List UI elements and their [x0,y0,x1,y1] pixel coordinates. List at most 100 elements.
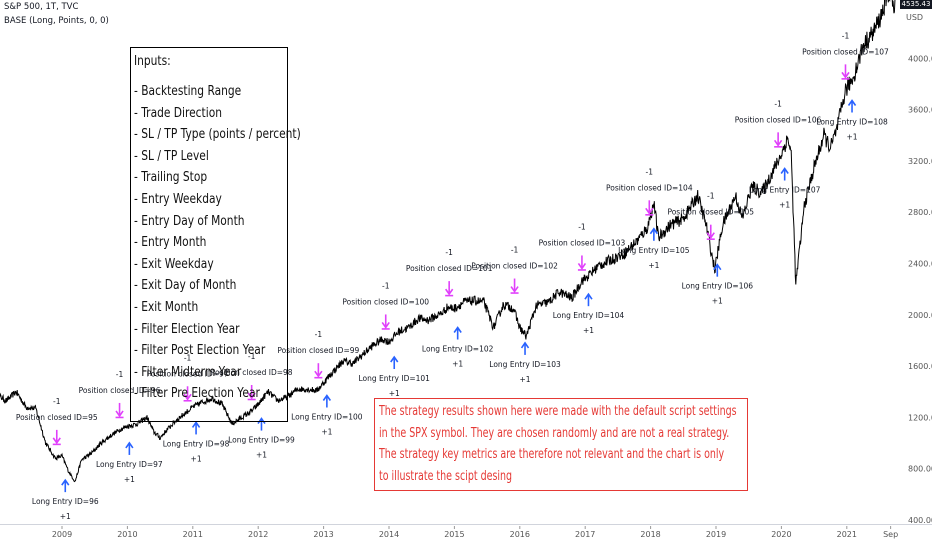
x-tick-label: 2012 [248,530,268,539]
exit-label: Position closed ID=97 [147,369,229,378]
entry-arrow-head [390,355,399,363]
x-tick-label: 2014 [379,530,399,539]
x-tick-label: 2017 [575,530,595,539]
entry-label: Long Entry ID=104 [553,311,625,320]
y-tick-label: 2400.00 [908,260,932,269]
exit-qty: -1 [116,370,124,379]
exit-arrow-head [706,232,715,240]
entry-arrow-head [520,341,530,349]
entry-label: Long Entry ID=100 [291,412,363,421]
exit-qty: -1 [53,397,61,406]
disclaimer-line: The strategy key metrics are therefore n… [379,447,725,462]
exit-arrow-head [52,437,61,445]
exit-label: Position closed ID=103 [539,238,626,247]
input-item: - Trade Direction [134,105,222,121]
entry-label: Long Entry ID=99 [228,436,295,445]
exit-arrow-head [773,139,783,147]
entry-qty: +1 [256,451,267,460]
entry-label: Long Entry ID=97 [96,460,163,469]
entry-qty: +1 [321,427,332,436]
input-item: - Entry Weekday [134,191,222,207]
y-tick-label: 800.00 [908,465,932,474]
input-item: - Filter Pre Election Year [134,386,260,402]
input-item: - Filter Post Election Year [134,343,266,359]
input-item: - Trailing Stop [134,170,208,186]
entry-label: Long Entry ID=107 [749,185,821,194]
x-tick-label: 2010 [117,530,137,539]
entry-qty: +1 [520,375,531,384]
exit-arrow-head [381,321,390,329]
exit-qty: -1 [315,330,323,339]
exit-arrow-head [247,392,256,400]
x-tick-label: 2009 [52,530,72,539]
entry-qty: +1 [583,326,594,335]
entry-qty: +1 [648,261,659,270]
exit-label: Position closed ID=104 [606,183,693,192]
exit-qty: -1 [511,246,519,255]
input-item: - Exit Weekday [134,256,214,272]
exit-label: Position closed ID=106 [735,115,822,124]
y-tick-label: 1600.00 [908,362,932,371]
input-item: - SL / TP Level [134,148,209,164]
input-item: - Backtesting Range [134,84,242,99]
input-item: - Filter Midterm Year [134,364,242,380]
inputs-title: Inputs: [134,54,171,69]
entry-arrow-head [847,99,857,106]
y-tick-label: 2800.00 [908,208,932,217]
inputs-list: - Backtesting Range - Trade Direction - SL… [134,81,301,405]
input-item: - SL / TP Type (points / percent) [134,127,301,143]
entry-qty: +1 [191,454,202,463]
entry-qty: +1 [452,360,463,369]
y-tick-label: 3200.00 [908,157,932,166]
input-item: - Filter Election Year [134,321,240,337]
price-series-line[interactable] [0,0,896,483]
exit-arrow-head [314,370,323,378]
y-tick-label: 4000.00 [908,54,932,63]
entry-qty: +1 [712,297,723,306]
x-tick-label: 2020 [771,530,791,539]
symbol-title[interactable]: S&P 500, 1T, TVC [4,2,79,12]
x-tick-label: 2016 [510,530,530,539]
disclaimer-box: The strategy results shown here were mad… [374,398,748,491]
entry-arrow-head [61,478,70,486]
exit-qty: -1 [774,99,782,108]
exit-qty: -1 [707,192,715,201]
indicator-title[interactable]: BASE (Long, Points, 0, 0) [4,16,109,26]
entry-arrow-head [649,227,659,235]
y-tick-label: 2000.00 [908,311,932,320]
last-price-badge: 4535.43 [900,0,932,9]
entry-arrow-head [453,326,462,333]
entry-label: Long Entry ID=105 [618,246,690,255]
x-tick-label: 2011 [183,530,203,539]
exit-label: Position closed ID=100 [342,297,429,306]
disclaimer-line: to illustrate the scipt desing [379,468,513,484]
entry-arrow-head [191,421,201,428]
exit-qty: -1 [445,248,453,257]
disclaimer-line: The strategy results shown here were mad… [379,404,737,419]
entry-label: Long Entry ID=101 [358,374,430,383]
input-item: - Exit Day of Month [134,278,237,294]
exit-label: Position closed ID=99 [277,346,359,355]
entry-qty: +1 [60,512,71,521]
x-tick-label: 2018 [640,530,660,539]
entry-arrow-head [584,292,593,300]
inputs-box: Inputs: - Backtesting Range - Trade Direc… [130,47,301,422]
exit-arrow-head [183,393,192,401]
entry-arrow-head [713,263,722,271]
x-tick-label: Sep [883,530,898,539]
y-tick-label: 400.00 [908,516,932,525]
exit-qty: -1 [382,281,390,290]
exit-label: Position closed ID=98 [211,368,293,377]
input-item: - Entry Month [134,235,207,251]
exit-arrow-head [510,286,519,293]
entry-qty: +1 [124,475,135,484]
exit-qty: -1 [646,167,654,176]
exit-label: Position closed ID=101 [406,264,493,273]
entry-label: Long Entry ID=98 [163,439,230,448]
exit-qty: -1 [842,31,850,40]
x-tick-label: 2015 [444,530,464,539]
currency-label: USD [906,13,923,22]
exit-arrow-head [645,207,654,215]
